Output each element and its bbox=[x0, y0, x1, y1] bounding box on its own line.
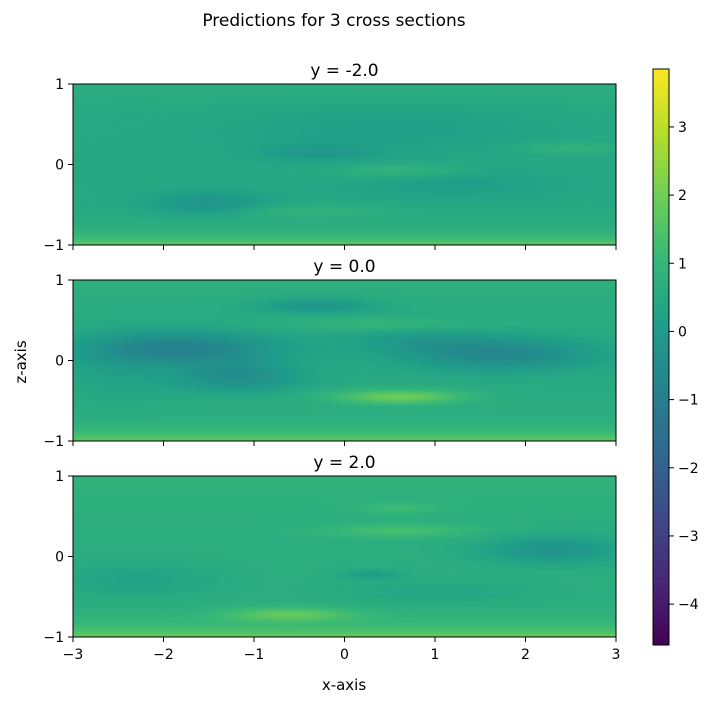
x-tick-label: 1 bbox=[431, 647, 440, 663]
colorbar-tick-label: −4 bbox=[678, 597, 699, 613]
colorbar-tick-label: 1 bbox=[678, 256, 687, 272]
heatmap-panels: y = -2.0 −1 0 1 y = 0.0 −1 0 1 y = 2.0 −1 0 1 −3 −2 −1… bbox=[43, 61, 620, 663]
colorbar-gradient bbox=[653, 69, 669, 645]
z-axis-label: z-axis bbox=[12, 340, 30, 384]
panel-title: y = 2.0 bbox=[313, 453, 375, 473]
colorbar-frame bbox=[652, 68, 670, 646]
heatmap-image bbox=[73, 280, 616, 441]
colorbar-tick-label: 3 bbox=[678, 120, 687, 136]
y-tick-label: −1 bbox=[43, 630, 64, 646]
x-tick-label: 3 bbox=[612, 647, 621, 663]
y-tick-label: 0 bbox=[55, 550, 64, 566]
y-tick-label: 1 bbox=[55, 77, 64, 93]
heatmap-panel: y = 2.0 −1 0 1 −3 −2 −1 0 1 2 3 bbox=[43, 453, 620, 663]
colorbar: 3 2 1 0 −1 −2 −3 −4 bbox=[652, 68, 699, 646]
y-tick-label: 1 bbox=[55, 469, 64, 485]
y-tick-label: 0 bbox=[55, 158, 64, 174]
x-tick-label: 2 bbox=[521, 647, 530, 663]
colorbar-tick-label: −1 bbox=[678, 393, 699, 409]
heatmap-panel: y = 0.0 −1 0 1 bbox=[43, 257, 617, 450]
figure-title: Predictions for 3 cross sections bbox=[202, 11, 465, 31]
x-axis-label: x-axis bbox=[322, 676, 367, 694]
colorbar-tick-label: −2 bbox=[678, 461, 699, 477]
y-tick-label: −1 bbox=[43, 238, 64, 254]
x-tick-label: −3 bbox=[63, 647, 84, 663]
colorbar-tick-label: −3 bbox=[678, 529, 699, 545]
panel-title: y = 0.0 bbox=[313, 257, 375, 277]
heatmap-panel: y = -2.0 −1 0 1 bbox=[43, 61, 617, 254]
heatmap-image bbox=[73, 476, 616, 637]
x-tick-label: −1 bbox=[244, 647, 265, 663]
x-tick-label: −2 bbox=[153, 647, 174, 663]
heatmap-image bbox=[73, 84, 616, 245]
colorbar-tick-label: 0 bbox=[678, 324, 687, 340]
y-tick-label: −1 bbox=[43, 434, 64, 450]
y-tick-label: 1 bbox=[55, 273, 64, 289]
y-tick-label: 0 bbox=[55, 354, 64, 370]
panel-title: y = -2.0 bbox=[310, 61, 378, 81]
x-tick-label: 0 bbox=[340, 647, 349, 663]
colorbar-tick-label: 2 bbox=[678, 188, 687, 204]
